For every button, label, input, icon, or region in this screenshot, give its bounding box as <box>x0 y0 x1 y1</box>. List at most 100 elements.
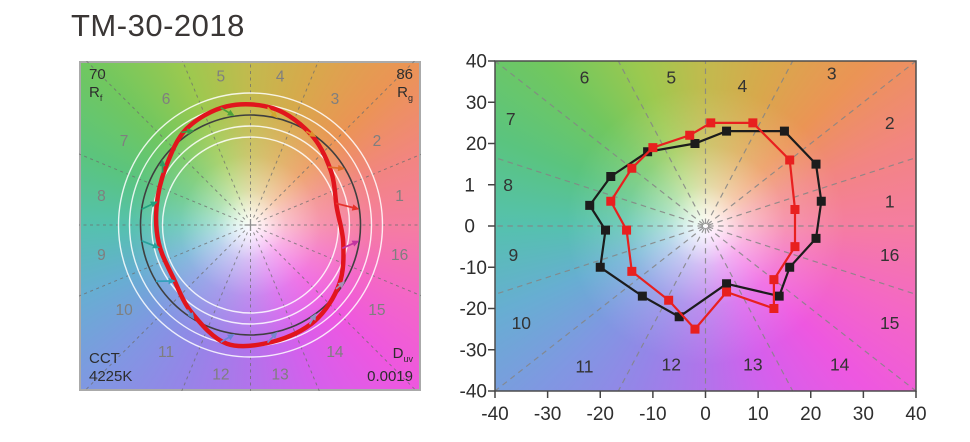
rf-label: Rf <box>89 84 103 103</box>
hue-bin-label: 2 <box>885 113 895 133</box>
x-tick-label: -40 <box>481 404 508 425</box>
chroma-shift-arrowhead <box>351 204 360 211</box>
reference-data-marker <box>601 225 611 235</box>
hue-bin-boundary-line <box>257 153 421 223</box>
grid-line <box>617 61 706 225</box>
grid-line <box>495 226 705 391</box>
hue-bin-label: 12 <box>212 367 229 384</box>
grid-line <box>706 61 916 226</box>
hue-bin-label: 4 <box>276 68 285 85</box>
x-tick-label: 10 <box>748 404 769 425</box>
reference-data-marker <box>816 196 826 206</box>
grid-line <box>705 61 794 225</box>
test-data-marker <box>606 196 616 206</box>
hue-bin-boundary-line <box>182 61 248 218</box>
hue-bin-label: 3 <box>827 64 837 84</box>
duv-label: Duv <box>392 345 413 364</box>
grid-line <box>495 61 705 226</box>
y-tick-label: -40 <box>460 382 487 403</box>
hue-bin-label: 11 <box>158 344 174 361</box>
hue-bin-label: 9 <box>97 247 106 264</box>
duv-metric: Duv 0.0019 <box>367 345 413 386</box>
chroma-shift-arrowhead <box>337 164 346 172</box>
hue-bin-boundary-line <box>253 61 319 218</box>
y-tick-label: 1 <box>464 175 475 196</box>
chroma-shift-arrowhead <box>152 242 160 249</box>
chroma-shift-arrowhead <box>270 331 278 339</box>
rf-metric: 70 Rf <box>89 66 106 107</box>
x-tick-label: -10 <box>639 404 666 425</box>
chroma-shift-arrowhead <box>168 277 176 285</box>
hue-bin-label: 5 <box>666 68 676 88</box>
hue-bin-label: 5 <box>217 68 226 85</box>
rf-value: 70 <box>89 66 106 83</box>
rg-value: 86 <box>396 66 413 83</box>
hue-bin-boundary-line <box>255 61 416 220</box>
x-tick-label: 40 <box>905 404 926 425</box>
reference-data-marker <box>690 139 700 148</box>
chroma-shift-arrow <box>341 242 356 250</box>
reference-data-marker <box>811 159 821 169</box>
grid-line <box>705 227 794 391</box>
test-data-marker <box>685 130 695 140</box>
hue-bin-boundary-line <box>181 232 248 391</box>
hue-bin-boundary-line <box>83 230 246 391</box>
hue-bin-label: 1 <box>395 188 404 205</box>
hue-bin-label: 2 <box>373 133 382 150</box>
rg-label: Rg <box>397 84 413 103</box>
chroma-shift-arrowhead <box>186 128 195 135</box>
chroma-shift-arrowhead <box>337 281 346 289</box>
chroma-shift-arrowhead <box>308 130 317 137</box>
y-tick-label: 30 <box>466 93 487 114</box>
hue-bin-label: 8 <box>97 188 106 205</box>
y-tick-label: -30 <box>460 340 487 361</box>
hue-bin-label: 14 <box>830 354 850 374</box>
test-data-marker <box>790 242 800 252</box>
chromaticity-center-white-fade <box>495 61 916 391</box>
y-tick-label: -20 <box>460 299 487 320</box>
test-data-marker <box>790 205 800 214</box>
grid-line <box>495 226 704 295</box>
rg-metric: 86 Rg <box>396 66 413 107</box>
chroma-shift-arrowhead <box>187 311 195 320</box>
cct-value: 4225K <box>89 368 133 385</box>
test-data-marker <box>627 266 637 276</box>
y-tick-label: 40 <box>466 52 487 73</box>
cct-metric: CCT 4225K <box>89 350 132 386</box>
test-data-marker <box>664 295 674 305</box>
test-data-marker <box>706 118 716 128</box>
chroma-shift-arrowhead <box>159 159 166 167</box>
color-vector-graphic-panel: 1 2 3 4 5 6 7 8 9 10 11 12 13 14 15 16 70 Rf 86 Rg CCT … <box>79 61 421 391</box>
reference-data-marker <box>774 291 784 301</box>
reference-data-marker <box>722 279 732 289</box>
hue-bin-label: 1 <box>885 191 895 211</box>
grid-line <box>495 157 704 226</box>
test-data-marker <box>769 275 779 285</box>
hue-bin-label: 8 <box>503 175 513 195</box>
test-source-curve <box>153 102 346 349</box>
reference-data-marker <box>785 262 795 272</box>
hue-bin-label: 7 <box>506 109 516 129</box>
chroma-shift-arrow <box>141 239 156 247</box>
hue-bin-label: 12 <box>662 354 681 374</box>
chroma-shift-arrowhead <box>150 201 158 208</box>
duv-value: 0.0019 <box>367 368 413 385</box>
chroma-shift-arrowhead <box>227 333 235 341</box>
chroma-shift-arrowhead <box>270 111 278 119</box>
guide-ring <box>150 125 351 325</box>
hue-bin-label: 15 <box>368 302 385 319</box>
x-tick-label: 0 <box>700 404 711 425</box>
cct-label: CCT <box>89 350 120 367</box>
x-tick-label: -20 <box>587 404 614 425</box>
x-tick-label: 30 <box>853 404 874 425</box>
test-data-marker <box>748 118 758 128</box>
hue-bin-label: 11 <box>575 356 593 376</box>
reference-circle <box>139 114 362 336</box>
reference-data-marker <box>779 126 789 136</box>
reference-data-marker <box>595 262 605 272</box>
y-tick-label: -10 <box>460 258 487 279</box>
hue-bin-boundary-line <box>85 61 246 220</box>
